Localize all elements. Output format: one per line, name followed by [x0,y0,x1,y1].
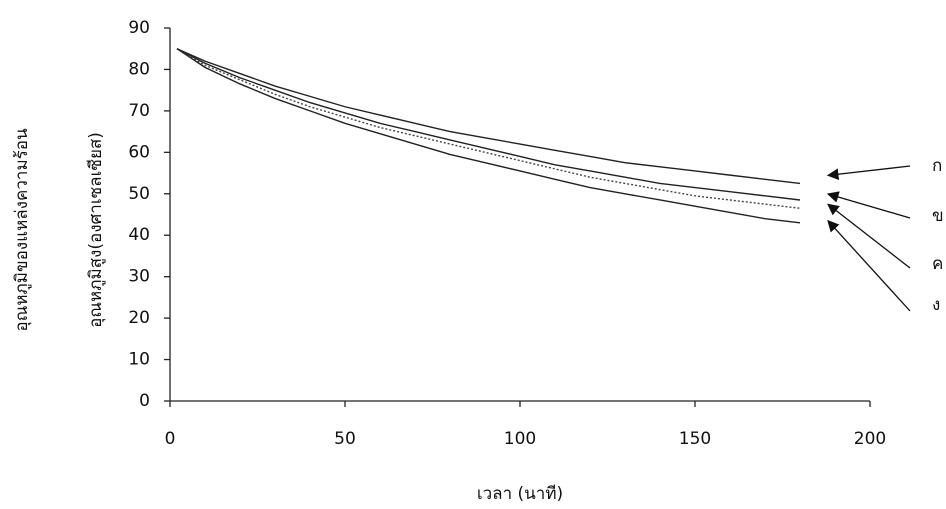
y-tick-label: 70 [128,101,150,121]
series-line [176,48,801,224]
series-line [176,48,801,209]
series-label: ง [932,295,940,315]
y-tick-label: 50 [128,184,150,204]
y-tick-label: 20 [128,308,150,328]
series-label: ข [932,206,944,226]
y-tick-label: 80 [128,59,150,79]
series-line [176,48,801,185]
x-tick-label: 0 [165,429,176,449]
x-tick-label: 150 [679,429,711,449]
y-tick-label: 0 [139,391,150,411]
y-tick-label: 10 [128,350,150,370]
x-tick-label: 200 [854,429,886,449]
pointer-arrow [827,203,911,269]
y-axis-title: อุณหภูมิของแหล่งความร้อน [12,128,32,332]
pointer-arrow [826,165,911,181]
y-tick-label: 60 [128,142,150,162]
series-line [176,48,801,201]
series-label: ก [932,156,942,176]
series-label: ค [932,254,943,274]
y-tick-label: 30 [128,267,150,287]
pointer-arrow [827,219,911,312]
y-tick-label: 90 [128,18,150,38]
x-tick-label: 100 [504,429,536,449]
x-axis-title: เวลา (นาที) [477,484,563,504]
pointer-arrow [826,191,911,219]
y-axis-title: อุณหภูมิสูง(องศาเซลเซียส) [86,132,106,328]
y-tick-label: 40 [128,225,150,245]
x-tick-label: 50 [334,429,356,449]
